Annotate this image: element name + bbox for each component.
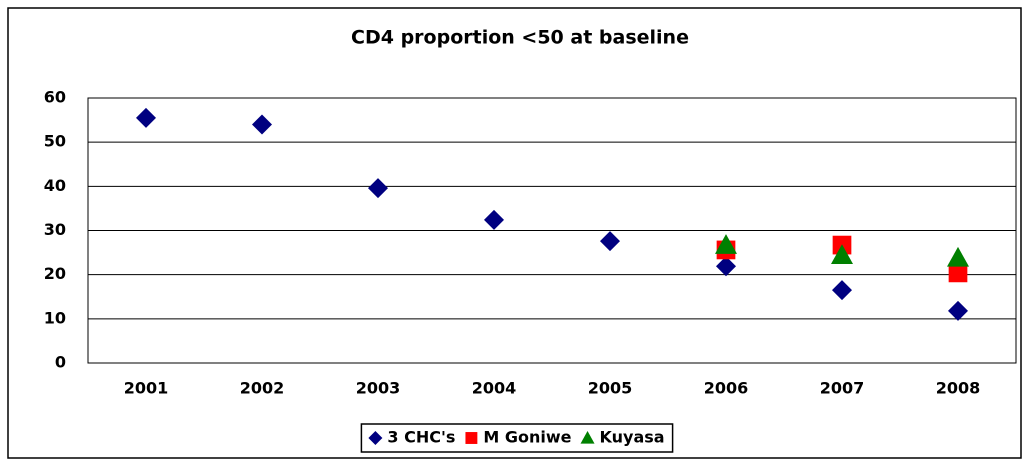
y-tick-label: 30	[44, 220, 66, 239]
legend: 3 CHC's M Goniwe Kuyasa	[360, 423, 674, 453]
x-tick-label: 2008	[936, 379, 981, 398]
legend-label: M Goniwe	[483, 428, 571, 447]
point	[252, 114, 272, 135]
point	[716, 256, 736, 277]
point	[715, 234, 737, 254]
y-tick-label: 20	[44, 264, 66, 283]
x-tick-label: 2004	[472, 379, 517, 398]
x-tick-label: 2007	[820, 379, 865, 398]
point	[368, 178, 388, 199]
chart-title: CD4 proportion <50 at baseline	[351, 27, 689, 49]
y-tick-label: 10	[44, 308, 66, 327]
legend-marker	[580, 431, 595, 444]
legend-label: Kuyasa	[600, 428, 665, 447]
legend-box	[360, 423, 674, 453]
legend-marker	[465, 432, 478, 444]
y-tick-label: 40	[44, 176, 66, 195]
point	[831, 244, 853, 265]
point	[136, 107, 156, 128]
point	[484, 209, 504, 230]
x-tick-label: 2002	[240, 379, 285, 398]
point	[948, 300, 968, 321]
point	[832, 280, 852, 301]
x-tick-label: 2001	[124, 379, 169, 398]
x-tick-label: 2006	[704, 379, 749, 398]
x-tick-label: 2005	[588, 379, 633, 398]
chart-frame	[7, 7, 1022, 459]
point	[600, 231, 620, 252]
x-tick-label: 2003	[356, 379, 401, 398]
y-tick-label: 50	[44, 132, 66, 151]
y-tick-label: 60	[44, 88, 66, 107]
legend-marker	[368, 431, 383, 445]
y-tick-label: 0	[55, 353, 66, 372]
legend-label: 3 CHC's	[387, 428, 455, 447]
point	[947, 246, 969, 267]
point	[948, 263, 968, 283]
